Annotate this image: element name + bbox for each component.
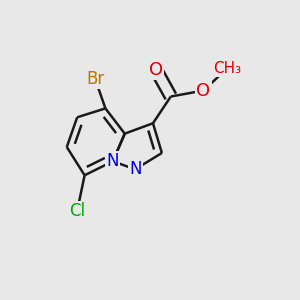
Text: CH₃: CH₃	[213, 61, 241, 76]
Text: Br: Br	[86, 70, 104, 88]
Text: Cl: Cl	[69, 202, 85, 220]
Text: O: O	[196, 82, 211, 100]
Text: N: N	[106, 152, 119, 170]
Text: N: N	[129, 160, 141, 178]
Text: O: O	[149, 61, 163, 79]
